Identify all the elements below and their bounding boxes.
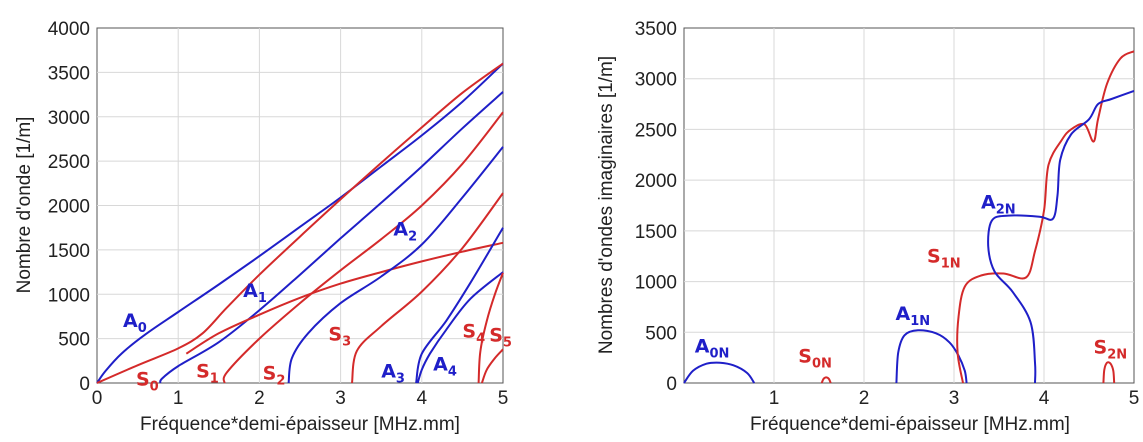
y-tick-label: 2500 [635, 120, 677, 141]
series-line-S1N [956, 50, 1135, 384]
mode-label-S0: S0 [136, 369, 159, 395]
x-tick-labels: 0 1 2 3 4 5 [92, 388, 509, 409]
series-line-A2N [987, 89, 1135, 384]
y-tick-label: 3000 [635, 70, 677, 91]
mode-label-S2: S2 [263, 362, 286, 388]
y-tick-labels: 0 500 1000 1500 2000 2500 3000 3500 [635, 19, 677, 395]
x-tick-label: 2 [254, 388, 265, 409]
y-tick-label: 3500 [48, 63, 90, 84]
x-tick-label: 4 [417, 388, 428, 409]
mode-label-A3: A3 [381, 361, 405, 387]
mode-label-A2: A2 [393, 219, 417, 245]
series-line-A0 [96, 62, 504, 384]
mode-label-A0N: A0N [695, 336, 730, 362]
y-axis-label: Nombre d'onde [1/m] [14, 117, 35, 294]
y-tick-label: 2000 [48, 197, 90, 218]
mode-label-S4: S4 [462, 321, 485, 347]
x-tick-label: 4 [1039, 388, 1050, 409]
y-tick-label: 1500 [635, 222, 677, 243]
mode-labels: A0N S0N A1N S1N A2N S2N [695, 192, 1127, 372]
x-tick-label: 5 [498, 388, 509, 409]
series-line-S0 [96, 62, 504, 384]
x-tick-label: 3 [949, 388, 960, 409]
plot-area [683, 27, 1135, 384]
y-tick-label: 3000 [48, 108, 90, 129]
series-group [96, 62, 504, 384]
y-tick-label: 500 [645, 323, 677, 344]
y-tick-label: 3500 [635, 19, 677, 40]
series-line-S-plate [185, 241, 504, 355]
y-tick-label: 1000 [635, 273, 677, 294]
series-line-A1 [159, 91, 504, 384]
mode-label-A0: A0 [123, 310, 147, 336]
x-tick-label: 5 [1129, 388, 1140, 409]
mode-label-S2N: S2N [1094, 337, 1128, 363]
series-line-S2N [1102, 361, 1116, 384]
mode-label-S3: S3 [328, 323, 351, 349]
series-line-S3 [351, 192, 504, 384]
x-tick-label: 1 [173, 388, 184, 409]
y-tick-label: 1000 [48, 285, 90, 306]
mode-label-S5: S5 [489, 324, 512, 350]
mode-label-A4: A4 [433, 354, 457, 380]
y-tick-label: 500 [58, 330, 90, 351]
series-line-A2 [287, 146, 504, 384]
y-axis-label: Nombres d'ondes imaginaires [1/m] [596, 56, 617, 354]
series-line-A0N [683, 361, 756, 384]
grid [97, 28, 503, 383]
series-group [683, 50, 1135, 384]
x-tick-label: 0 [92, 388, 103, 409]
x-tick-labels: 1 2 3 4 5 [769, 388, 1140, 409]
mode-label-S1N: S1N [927, 245, 961, 271]
series-line-S1 [222, 111, 504, 384]
mode-label-S1: S1 [196, 361, 219, 387]
series-line-A3 [415, 227, 504, 384]
y-tick-label: 1500 [48, 241, 90, 262]
mode-label-S0N: S0N [798, 346, 832, 372]
mode-label-A1: A1 [243, 280, 267, 306]
y-tick-label: 2000 [635, 171, 677, 192]
series-line-S5 [480, 348, 504, 384]
x-tick-label: 3 [335, 388, 346, 409]
series-line-A1N [895, 329, 968, 384]
x-axis-label: Fréquence*demi-épaisseur [MHz.mm] [750, 414, 1070, 435]
x-tick-label: 2 [859, 388, 870, 409]
y-tick-label: 0 [666, 374, 677, 395]
series-line-S0N [820, 376, 832, 384]
x-axis-label: Fréquence*demi-épaisseur [MHz.mm] [140, 414, 460, 435]
y-tick-labels: 0 500 1000 1500 2000 2500 3000 3500 4000 [48, 19, 90, 395]
series-line-S4 [477, 272, 504, 384]
x-tick-label: 1 [769, 388, 780, 409]
mode-label-A2N: A2N [981, 192, 1016, 218]
y-tick-label: 0 [79, 374, 90, 395]
mode-label-A1N: A1N [896, 303, 931, 329]
imaginary-wavenumber-chart: 1 2 3 4 5 0 500 1000 1500 2000 2500 3000 3500 A0N S0… [596, 19, 1139, 435]
y-tick-label: 4000 [48, 19, 90, 40]
series-line-A4 [416, 271, 504, 384]
y-tick-label: 2500 [48, 152, 90, 173]
